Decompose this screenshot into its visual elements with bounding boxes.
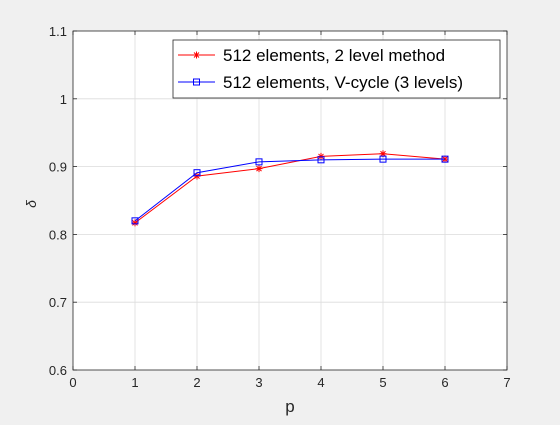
series-line-1: [134, 158, 445, 222]
x-tick-label: 6: [441, 375, 448, 390]
y-tick-label: 0.8: [49, 227, 67, 242]
asterisk-stroke: [132, 220, 138, 226]
asterisk-stroke: [193, 52, 200, 58]
y-axis-label: δ: [23, 200, 39, 208]
asterisk-stroke: [380, 150, 386, 157]
data-point-1-5: [441, 155, 449, 163]
asterisk-stroke: [256, 165, 262, 172]
x-tick-label: 4: [317, 375, 324, 390]
legend-marker-glyph-1: [193, 78, 200, 86]
x-tick-label: 5: [379, 375, 386, 390]
legend-box: [172, 39, 501, 99]
data-point-0-4: [379, 150, 387, 158]
legend-marker-red: [193, 51, 200, 59]
legend: 512 elements, 2 level method 512 element…: [172, 39, 501, 99]
data-point-1-2: [255, 158, 263, 166]
x-axis-label: p: [285, 397, 294, 416]
x-tick-label: 1: [131, 375, 138, 390]
plot-frame: [72, 30, 508, 371]
legend-entry-1: 512 elements, V-cycle (3 levels): [223, 73, 463, 92]
y-tick-label: 0.7: [49, 295, 67, 310]
y-tick-label: 1.1: [49, 24, 67, 39]
axis-ticks: 0 1 2 3 4 5 6 7 0.6 0.7 0.8 0.9 1 1.1: [49, 24, 511, 390]
legend-entry-0: 512 elements, 2 level method: [223, 46, 445, 65]
series-1: [131, 155, 449, 225]
series-0: [131, 150, 449, 227]
series-layer: [131, 150, 449, 227]
x-tick-label: 7: [503, 375, 510, 390]
x-tick-label: 0: [69, 375, 76, 390]
x-tick-label: 2: [193, 375, 200, 390]
y-tick-label: 0.9: [49, 160, 67, 175]
data-point-1-4: [379, 155, 387, 163]
data-point-1-3: [317, 156, 325, 164]
data-point-0-0: [131, 219, 139, 227]
data-point-1-0: [131, 217, 139, 225]
data-point-1-1: [193, 169, 201, 177]
data-point-0-2: [255, 165, 263, 173]
y-tick-label: 1: [60, 92, 67, 107]
x-tick-label: 3: [255, 375, 262, 390]
legend-marker-glyph-0: [193, 51, 200, 59]
series-line-0: [134, 153, 446, 224]
y-tick-label: 0.6: [49, 363, 67, 378]
legend-marker-blue: [193, 78, 200, 86]
